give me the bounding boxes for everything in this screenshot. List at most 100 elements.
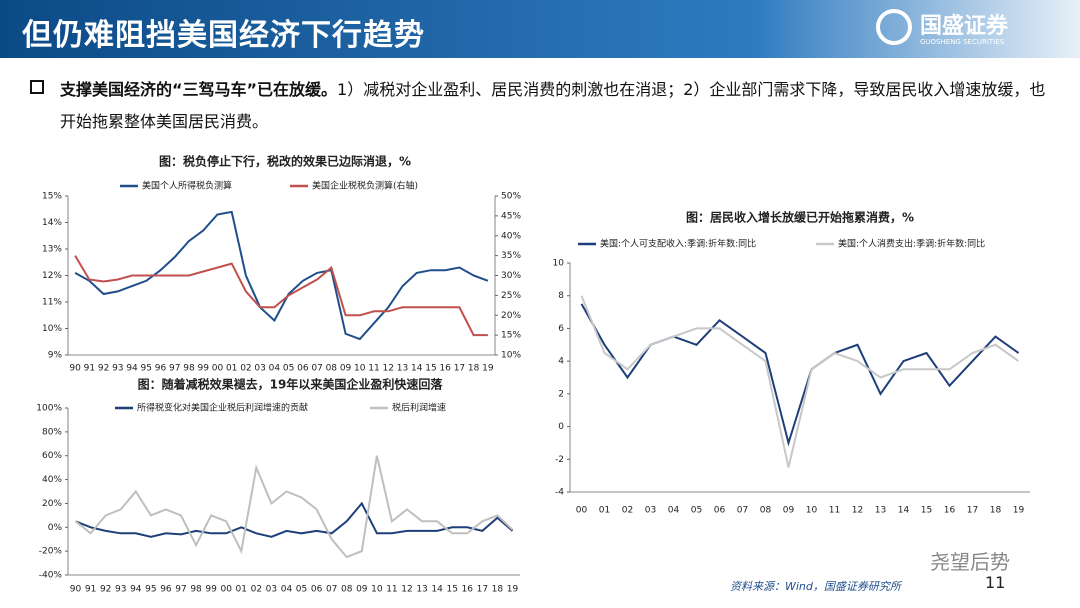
x-tick-label: 95 xyxy=(141,364,152,374)
y2-tick-label: 15% xyxy=(501,331,521,341)
y-tick-label: 15% xyxy=(42,192,62,202)
watermark: 尧望后势 xyxy=(930,550,1010,574)
y-tick-label: 11% xyxy=(42,298,62,308)
x-tick-label: 14 xyxy=(898,506,910,516)
x-tick-label: 18 xyxy=(492,585,504,595)
x-tick-label: 90 xyxy=(70,585,82,595)
x-tick-label: 03 xyxy=(254,364,265,374)
x-tick-label: 07 xyxy=(311,364,322,374)
x-tick-label: 08 xyxy=(760,506,772,516)
y2-tick-label: 40% xyxy=(501,231,521,241)
x-tick-label: 00 xyxy=(212,364,224,374)
x-tick-label: 12 xyxy=(383,364,394,374)
x-tick-label: 03 xyxy=(266,585,277,595)
x-tick-label: 01 xyxy=(226,364,237,374)
x-tick-label: 90 xyxy=(69,364,81,374)
y-tick-label: 10 xyxy=(553,259,565,269)
x-tick-label: 95 xyxy=(145,585,156,595)
x-tick-label: 17 xyxy=(967,506,978,516)
x-tick-label: 11 xyxy=(368,364,379,374)
y2-tick-label: 10% xyxy=(501,351,521,361)
x-tick-label: 97 xyxy=(175,585,186,595)
x-tick-label: 14 xyxy=(411,364,423,374)
x-tick-label: 97 xyxy=(169,364,180,374)
x-tick-label: 15 xyxy=(921,506,932,516)
x-tick-label: 02 xyxy=(622,506,633,516)
x-tick-label: 01 xyxy=(236,585,247,595)
y2-tick-label: 30% xyxy=(501,271,521,281)
source: 资料来源：Wind，国盛证券研究所 xyxy=(730,580,901,593)
y-tick-label: 13% xyxy=(42,245,62,255)
x-tick-label: 93 xyxy=(112,364,123,374)
x-tick-label: 04 xyxy=(269,364,281,374)
x-tick-label: 18 xyxy=(990,506,1002,516)
x-tick-label: 02 xyxy=(251,585,262,595)
series-line xyxy=(580,295,1020,468)
y-tick-label: 6 xyxy=(558,324,564,334)
legend-label: 美国:个人可支配收入:季调:折年数:同比 xyxy=(600,238,756,250)
series-line xyxy=(74,455,514,559)
logo: 国盛证券 xyxy=(920,14,1009,39)
x-tick-label: 93 xyxy=(115,585,126,595)
x-tick-label: 05 xyxy=(691,506,702,516)
x-tick-label: 15 xyxy=(446,585,457,595)
y2-tick-label: 50% xyxy=(501,192,521,202)
x-tick-label: 10 xyxy=(371,585,383,595)
x-tick-label: 99 xyxy=(205,585,217,595)
x-tick-label: 92 xyxy=(98,364,109,374)
x-tick-label: 08 xyxy=(341,585,353,595)
x-tick-label: 00 xyxy=(576,506,588,516)
x-tick-label: 11 xyxy=(829,506,840,516)
x-tick-label: 16 xyxy=(439,364,451,374)
x-tick-label: 07 xyxy=(737,506,748,516)
y-tick-label: -2 xyxy=(555,455,564,465)
x-tick-label: 13 xyxy=(416,585,427,595)
y-tick-label: 2 xyxy=(558,389,564,399)
chart-title: 图：居民收入增长放缓已开始拖累消费，% xyxy=(686,210,914,225)
x-tick-label: 01 xyxy=(599,506,610,516)
x-tick-label: 05 xyxy=(283,364,294,374)
header-bar: 但仍难阻挡美国经济下行趋势 国盛证券 GUOSHENG SECURITIES xyxy=(0,0,1080,58)
y-tick-label: 0 xyxy=(558,422,564,432)
page-number: 11 xyxy=(985,573,1006,592)
x-tick-label: 02 xyxy=(240,364,251,374)
x-tick-label: 96 xyxy=(155,364,167,374)
y-tick-label: 8 xyxy=(558,291,564,301)
x-tick-label: 12 xyxy=(852,506,863,516)
y2-tick-label: 20% xyxy=(501,311,521,321)
x-tick-label: 16 xyxy=(462,585,474,595)
y-tick-label: 10% xyxy=(42,324,62,334)
y-tick-label: 60% xyxy=(42,451,62,461)
x-tick-label: 05 xyxy=(296,585,307,595)
bullet: 支撑美国经济的“三驾马车”已在放缓。1）减税对企业盈利、居民消费的刺激也在消退；… xyxy=(30,74,1050,138)
x-tick-label: 17 xyxy=(454,364,465,374)
axis-line xyxy=(569,263,1030,493)
x-tick-label: 12 xyxy=(401,585,412,595)
x-tick-label: 04 xyxy=(668,506,680,516)
x-tick-label: 03 xyxy=(645,506,656,516)
y-tick-label: -4 xyxy=(555,488,564,498)
series-line xyxy=(74,210,489,341)
y-tick-label: 9% xyxy=(48,351,63,361)
series-line xyxy=(74,255,488,337)
series-line xyxy=(75,501,514,538)
y-tick-label: 100% xyxy=(36,404,62,414)
x-tick-label: 91 xyxy=(84,364,95,374)
x-tick-label: 19 xyxy=(507,585,519,595)
x-tick-label: 15 xyxy=(425,364,436,374)
x-tick-label: 94 xyxy=(130,585,142,595)
x-tick-label: 09 xyxy=(356,585,368,595)
legend-label: 税后利润增速 xyxy=(392,402,446,414)
x-tick-label: 96 xyxy=(160,585,172,595)
bullet-text: 1）减税对企业盈利、居民消费的刺激也在消退；2）企业部门需求下降，导致居民收入增… xyxy=(60,80,1046,131)
x-tick-label: 09 xyxy=(783,506,795,516)
x-tick-label: 08 xyxy=(326,364,338,374)
legend-label: 美国个人所得税负测算 xyxy=(142,180,232,192)
x-tick-label: 18 xyxy=(468,364,480,374)
legend-label: 美国:个人消费支出:季调:折年数:同比 xyxy=(838,238,985,250)
x-tick-label: 19 xyxy=(1013,506,1025,516)
bullet-box xyxy=(30,80,44,94)
y-tick-label: -20% xyxy=(39,547,63,557)
